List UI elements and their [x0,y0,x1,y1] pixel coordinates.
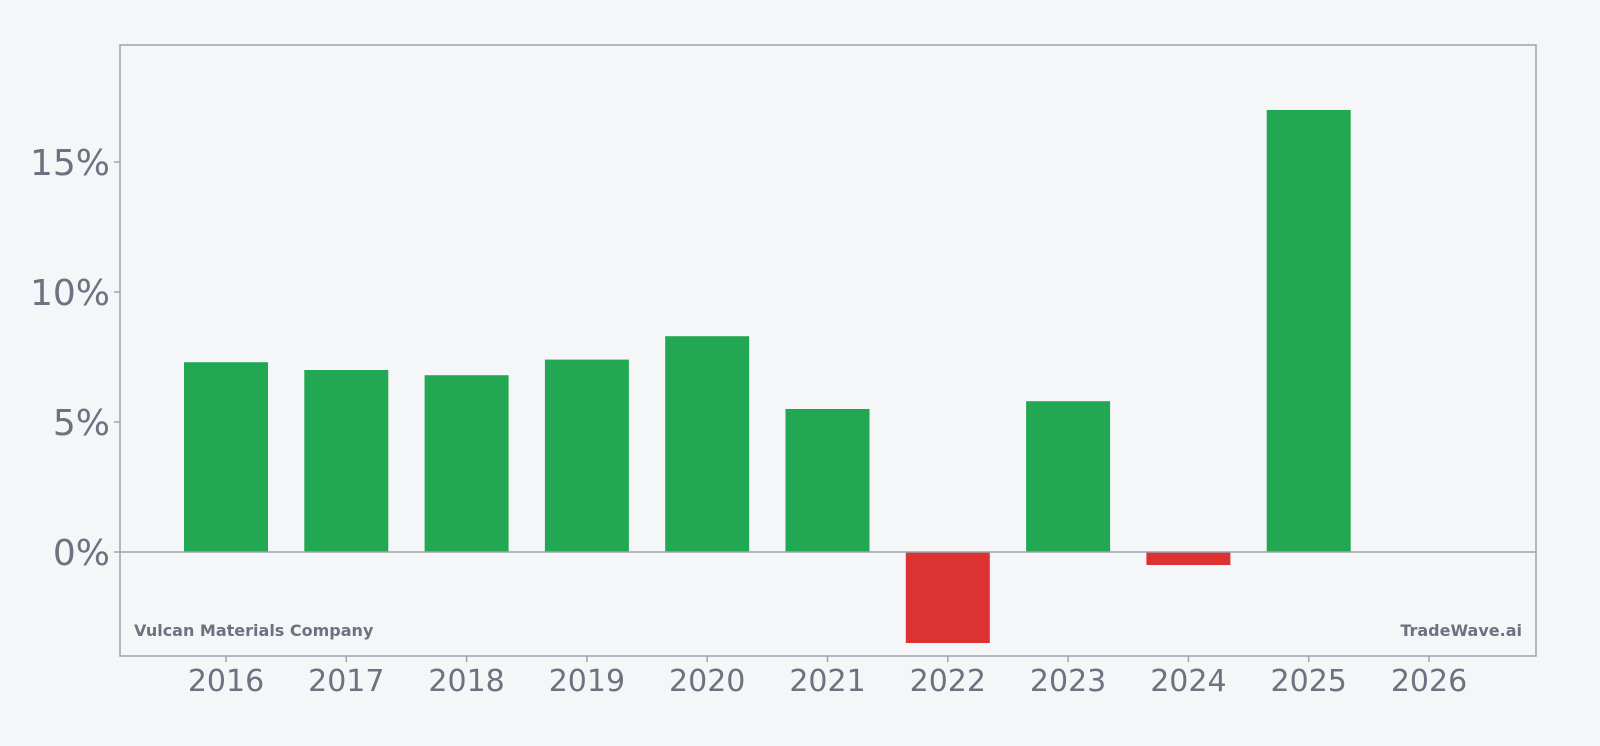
y-tick-label: 5% [53,403,110,444]
x-tick-label: 2020 [669,664,745,699]
x-axis: 2016 2017 2018 2019 2020 2021 2022 2023 2024 2025… [188,656,1467,699]
x-tick-label: 2025 [1271,664,1347,699]
bar-2018 [424,375,509,552]
bar-2017 [304,370,389,552]
bar-2019 [544,359,629,552]
x-tick-label: 2019 [549,664,625,699]
x-tick-label: 2023 [1030,664,1106,699]
x-tick-label: 2016 [188,664,264,699]
x-tick-label: 2017 [308,664,384,699]
bar-2020 [665,336,750,552]
y-tick-label: 0% [53,533,110,574]
bar-2021 [785,409,870,552]
bar-2016 [184,362,268,552]
watermark-company: Vulcan Materials Company [134,621,374,640]
y-tick-label: 15% [30,143,110,184]
watermark-brand: TradeWave.ai [1400,621,1522,640]
bar-2023 [1026,401,1111,552]
x-tick-label: 2026 [1391,664,1467,699]
y-tick-label: 10% [30,273,110,314]
x-tick-label: 2018 [428,664,504,699]
x-tick-label: 2024 [1150,664,1226,699]
x-tick-label: 2022 [910,664,986,699]
bars-group [184,110,1351,643]
bar-2022 [905,552,990,643]
bar-2025 [1266,110,1351,552]
y-axis: 0% 5% 10% 15% [30,143,120,574]
bar-2024 [1146,552,1231,565]
x-tick-label: 2021 [789,664,865,699]
